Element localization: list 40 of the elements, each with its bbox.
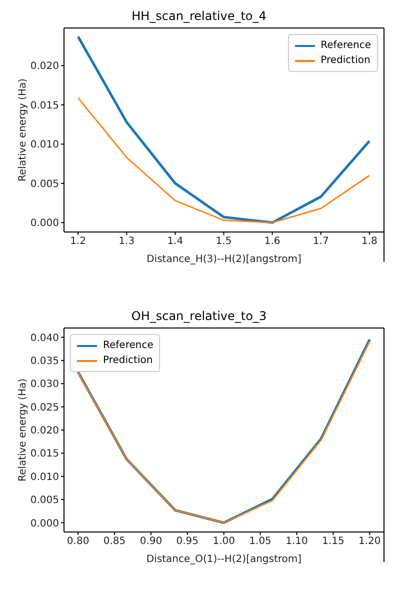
x-tick-label: 1.10	[286, 536, 308, 548]
y-tick-label: 0.000	[30, 218, 59, 230]
y-tick-label: 0.040	[30, 332, 59, 344]
x-tick-label: 1.8	[361, 236, 378, 248]
legend-label: Reference	[320, 39, 371, 53]
y-tick-label: 0.020	[30, 61, 59, 72]
x-axis-title: Distance_H(3)--H(2)[angstrom]	[146, 254, 302, 265]
x-tick-label: 1.00	[212, 536, 235, 548]
legend-label: Reference	[103, 339, 154, 353]
legend-label: Prediction	[320, 54, 370, 68]
x-tick-label: 1.2	[70, 236, 86, 248]
x-tick-label: 0.85	[103, 536, 126, 548]
y-tick-label: 0.015	[30, 448, 59, 460]
y-tick-label: 0.030	[30, 379, 59, 390]
x-tick-label: 1.5	[216, 236, 232, 248]
y-tick-label: 0.010	[30, 472, 59, 483]
y-tick-label: 0.015	[30, 100, 59, 112]
y-tick-label: 0.005	[30, 495, 59, 506]
y-tick-label: 0.025	[30, 402, 59, 414]
legend-label: Prediction	[103, 354, 153, 368]
y-tick-label: 0.000	[30, 518, 59, 530]
x-tick-label: 1.05	[249, 536, 272, 548]
x-tick-label: 1.6	[264, 236, 280, 248]
x-tick-label: 0.95	[176, 536, 199, 548]
y-axis-title: Relative energy (Ha)	[18, 78, 29, 182]
x-tick-label: 1.4	[167, 236, 184, 248]
y-tick-label: 0.035	[30, 356, 59, 368]
y-tick-label: 0.005	[30, 178, 59, 190]
chart-title: OH_scan_relative_to_3	[130, 308, 268, 324]
x-tick-label: 0.90	[140, 536, 162, 548]
x-tick-label: 1.15	[322, 536, 344, 548]
y-tick-label: 0.010	[30, 140, 59, 151]
x-tick-label: 0.80	[66, 536, 90, 548]
x-axis-title: Distance_O(1)--H(2)[angstrom]	[146, 554, 302, 565]
x-tick-label: 1.3	[118, 236, 135, 248]
x-tick-label: 1.20	[358, 536, 381, 548]
y-axis-title: Relative energy (Ha)	[18, 378, 29, 482]
y-tick-label: 0.020	[30, 426, 59, 437]
chart-title: HH_scan_relative_to_4	[130, 8, 268, 24]
x-tick-label: 1.7	[312, 236, 329, 248]
